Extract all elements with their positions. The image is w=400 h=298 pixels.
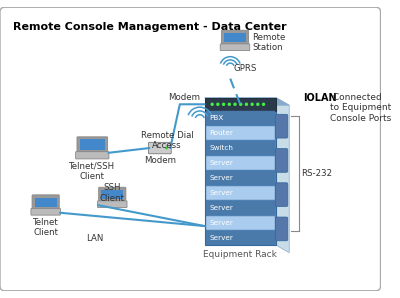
Circle shape xyxy=(228,103,231,106)
Circle shape xyxy=(165,147,168,150)
Bar xyxy=(224,33,246,42)
Bar xyxy=(206,216,275,230)
Text: Server: Server xyxy=(209,235,233,241)
Text: GPRS: GPRS xyxy=(233,64,256,73)
FancyBboxPatch shape xyxy=(276,217,288,241)
Bar xyxy=(206,171,275,185)
Circle shape xyxy=(256,103,260,106)
Circle shape xyxy=(222,103,225,106)
Circle shape xyxy=(245,103,248,106)
FancyBboxPatch shape xyxy=(98,201,127,207)
FancyBboxPatch shape xyxy=(76,152,109,159)
Circle shape xyxy=(210,103,214,106)
Bar xyxy=(101,190,123,199)
Text: PBX: PBX xyxy=(209,115,224,121)
Text: Equipment Rack: Equipment Rack xyxy=(203,250,277,259)
Bar xyxy=(204,98,276,245)
Bar xyxy=(35,198,57,207)
Text: Server: Server xyxy=(209,175,233,181)
Text: Remote Console Management - Data Center: Remote Console Management - Data Center xyxy=(13,22,287,32)
FancyBboxPatch shape xyxy=(276,148,288,172)
Bar xyxy=(206,186,275,200)
Text: RS-232: RS-232 xyxy=(301,169,332,178)
Bar xyxy=(206,231,275,245)
Text: Router: Router xyxy=(209,130,233,136)
Text: Telnet
Client: Telnet Client xyxy=(33,218,58,237)
Bar xyxy=(206,126,275,140)
Circle shape xyxy=(262,103,265,106)
Circle shape xyxy=(216,103,220,106)
FancyBboxPatch shape xyxy=(77,137,108,152)
Text: SSH
Client: SSH Client xyxy=(100,183,125,203)
Bar xyxy=(206,111,275,125)
Text: Switch: Switch xyxy=(209,145,233,151)
FancyBboxPatch shape xyxy=(148,142,171,154)
Bar xyxy=(80,139,105,150)
FancyBboxPatch shape xyxy=(276,183,288,207)
Text: Server: Server xyxy=(209,190,233,196)
Polygon shape xyxy=(276,98,289,253)
Text: Server: Server xyxy=(209,160,233,166)
Text: Modem: Modem xyxy=(144,156,176,165)
Bar xyxy=(204,98,276,111)
Circle shape xyxy=(233,103,237,106)
Text: Server: Server xyxy=(209,220,233,226)
Circle shape xyxy=(250,103,254,106)
Text: Server: Server xyxy=(209,205,233,211)
Text: Remote
Station: Remote Station xyxy=(252,33,286,52)
FancyBboxPatch shape xyxy=(31,209,60,215)
FancyBboxPatch shape xyxy=(221,30,249,44)
Text: Telnet/SSH
Client: Telnet/SSH Client xyxy=(69,162,115,181)
Bar xyxy=(206,156,275,170)
Text: Modem: Modem xyxy=(168,93,200,103)
Bar xyxy=(206,201,275,215)
Text: Connected
to Equipment
Console Ports: Connected to Equipment Console Ports xyxy=(330,93,391,123)
Text: LAN: LAN xyxy=(86,234,104,243)
FancyBboxPatch shape xyxy=(99,187,126,201)
Text: IOLAN: IOLAN xyxy=(304,93,337,103)
Bar xyxy=(206,141,275,155)
Polygon shape xyxy=(204,98,289,105)
Text: Remote Dial
Access: Remote Dial Access xyxy=(141,131,194,150)
FancyBboxPatch shape xyxy=(0,7,380,291)
FancyBboxPatch shape xyxy=(276,114,288,138)
FancyBboxPatch shape xyxy=(32,195,59,209)
FancyBboxPatch shape xyxy=(220,44,250,51)
Circle shape xyxy=(239,103,242,106)
